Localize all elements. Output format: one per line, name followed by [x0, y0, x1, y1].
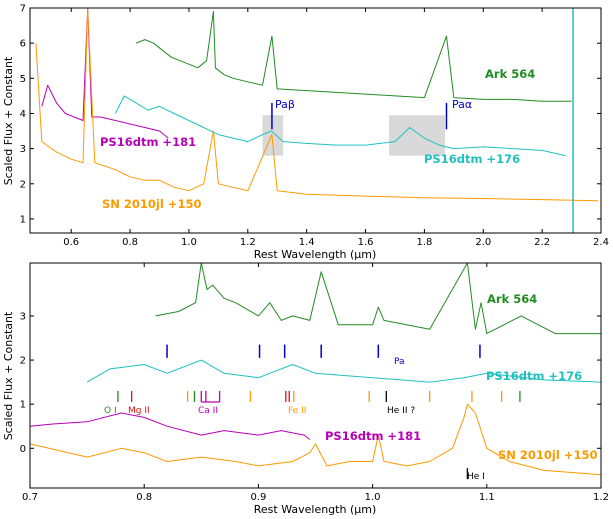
- top-series-group: [35, 7, 599, 233]
- top-x-tick-label: 1.2: [240, 237, 256, 248]
- top-x-axis-label: Rest Wavelength (μm): [254, 248, 377, 261]
- top-y-ticks: 1 2 3 4 5 6 7: [20, 4, 601, 225]
- bot-y-tick-label: 1: [20, 400, 26, 411]
- bottom-x-axis-label: Rest Wavelength (μm): [254, 503, 377, 516]
- top-panel: 0.6 0.8 1.0 1.2 1.4 1.6 1.8 2.0 2.2 2.4 1 2 3 4 5 6 7 R…: [2, 4, 609, 262]
- bot-x-tick-label: 0.8: [136, 492, 152, 503]
- bottom-label-mgii: Mg II: [128, 406, 150, 416]
- top-label-sn2010jl: SN 2010jl +150: [102, 197, 201, 211]
- top-y-tick-label: 5: [20, 74, 26, 85]
- top-label-ark564: Ark 564: [485, 67, 535, 81]
- bottom-label-sn2010jl: SN 2010jl +150: [498, 448, 597, 462]
- top-x-tick-label: 2.0: [475, 237, 491, 248]
- bottom-y-ticks: 0 1 2 3: [20, 311, 601, 455]
- top-series-sn-2010jl-150: [35, 7, 599, 202]
- top-label-ps16dtm-176: PS16dtm +176: [424, 152, 520, 166]
- top-x-tick-label: 1.4: [299, 237, 315, 248]
- bot-series-sn-2010jl-150: [29, 403, 602, 476]
- top-x-tick-label: 2.2: [534, 237, 550, 248]
- top-shaded-region-1: [389, 115, 446, 156]
- bottom-label-feii: Fe II: [288, 406, 306, 416]
- bot-series-ps16dtm-181: [29, 412, 311, 440]
- top-y-tick-label: 4: [20, 109, 26, 120]
- bot-y-tick-label: 0: [20, 444, 26, 455]
- bot-y-tick-label: 2: [20, 356, 26, 367]
- bottom-x-ticks: 0.7 0.8 0.9 1.0 1.1 1.2: [22, 263, 609, 503]
- top-y-tick-label: 1: [20, 214, 26, 225]
- top-x-ticks: 0.6 0.8 1.0 1.2 1.4 1.6 1.8 2.0 2.2 2.4: [63, 8, 609, 248]
- bottom-label-heii: He II ?: [387, 406, 415, 416]
- bot-x-tick-label: 1.0: [365, 492, 381, 503]
- bottom-label-pa: Pa: [394, 357, 405, 367]
- bottom-line-markers: [117, 344, 521, 480]
- top-shaded-regions: [262, 115, 446, 156]
- bottom-label-oi: O I: [104, 406, 117, 416]
- top-x-tick-label: 0.6: [63, 237, 79, 248]
- bottom-label-hei: He I: [467, 472, 485, 482]
- top-pa-markers: [271, 102, 448, 130]
- top-y-tick-label: 6: [20, 39, 26, 50]
- top-y-tick-label: 3: [20, 144, 26, 155]
- bottom-label-caii: Ca II: [198, 406, 218, 416]
- bot-x-tick-label: 0.9: [250, 492, 266, 503]
- top-label-ps16dtm-181: PS16dtm +181: [100, 135, 196, 149]
- top-label-paalpha: Paα: [452, 98, 472, 111]
- top-series-ps16dtm-176: [114, 95, 566, 157]
- top-series-ps16dtm-181: [41, 7, 169, 139]
- bot-y-tick-label: 3: [20, 311, 26, 322]
- bot-series-ps16dtm-176: [86, 359, 602, 383]
- top-plot-frame: [29, 7, 602, 234]
- top-x-tick-label: 2.4: [593, 237, 609, 248]
- bot-x-tick-label: 1.2: [593, 492, 609, 503]
- top-x-tick-label: 1.0: [181, 237, 197, 248]
- top-y-tick-label: 2: [20, 179, 26, 190]
- bot-series-ark-564: [155, 262, 601, 335]
- bottom-y-axis-label: Scaled Flux + Constant: [2, 311, 15, 440]
- top-x-tick-label: 0.8: [122, 237, 138, 248]
- bottom-label-ark564: Ark 564: [487, 292, 537, 306]
- bottom-series-group: [29, 262, 602, 476]
- bot-x-tick-label: 0.7: [22, 492, 38, 503]
- top-series-ark-564: [135, 11, 572, 102]
- bottom-plot-frame: [29, 262, 602, 489]
- top-x-tick-label: 1.6: [358, 237, 374, 248]
- top-y-tick-label: 7: [20, 4, 26, 15]
- top-label-pabeta: Paβ: [275, 98, 295, 111]
- top-y-axis-label: Scaled Flux + Constant: [2, 56, 15, 185]
- top-x-tick-label: 1.8: [416, 237, 432, 248]
- bottom-panel: 0.7 0.8 0.9 1.0 1.1 1.2 0 1 2 3 Rest Wavelength …: [2, 262, 609, 516]
- bottom-label-ps16dtm-181: PS16dtm +181: [325, 429, 421, 443]
- bottom-label-ps16dtm-176: PS16dtm +176: [486, 369, 582, 383]
- bot-x-tick-label: 1.1: [479, 492, 495, 503]
